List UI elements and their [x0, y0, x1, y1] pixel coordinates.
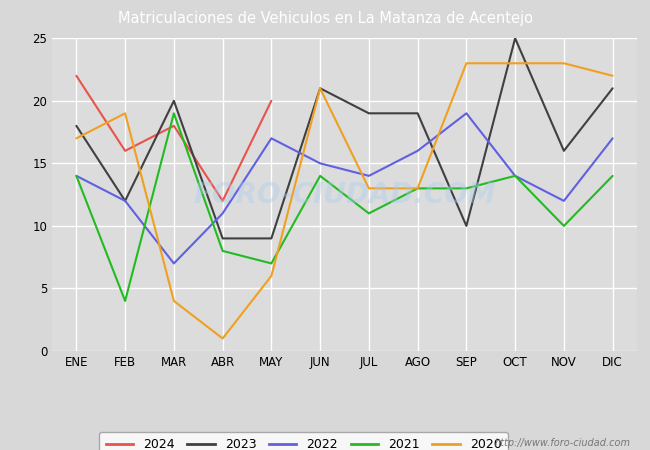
Text: Matriculaciones de Vehiculos en La Matanza de Acentejo: Matriculaciones de Vehiculos en La Matan…: [118, 11, 532, 26]
Text: http://www.foro-ciudad.com: http://www.foro-ciudad.com: [495, 438, 630, 448]
Text: FORO-CIUDAD.COM: FORO-CIUDAD.COM: [193, 180, 496, 209]
Legend: 2024, 2023, 2022, 2021, 2020: 2024, 2023, 2022, 2021, 2020: [99, 432, 508, 450]
